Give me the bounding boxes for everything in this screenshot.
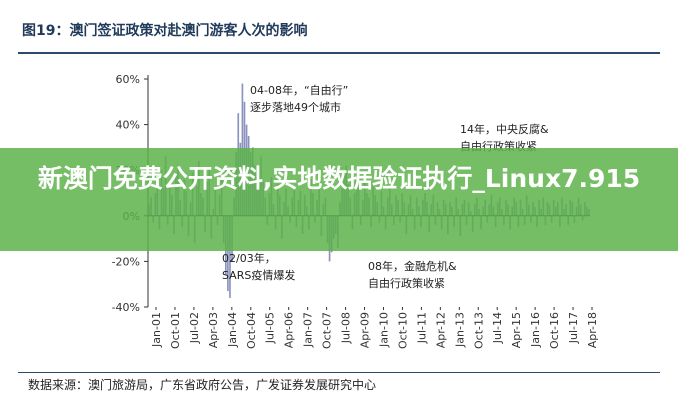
source-note: 数据来源：澳门旅游局，广东省政府公告，广发证券发展研究中心 (28, 378, 377, 392)
x-tick-label: Jul-17 (567, 312, 580, 344)
x-tick-label: Jul-05 (264, 312, 277, 344)
x-tick-label: Apr-09 (359, 312, 372, 348)
x-tick-label: Oct-01 (169, 312, 182, 349)
x-tick-label: Oct-13 (472, 312, 485, 349)
bar (229, 215, 231, 298)
x-tick-label: Apr-18 (586, 312, 599, 348)
annotation-text: 14年，中央反腐& (460, 122, 549, 136)
annotation-text: SARS疫情爆发 (222, 268, 295, 282)
x-tick-label: Apr-15 (510, 312, 523, 348)
x-tick-label: Oct-10 (396, 312, 409, 349)
x-tick-label: Jan-07 (302, 312, 315, 348)
figure-header: 图19：澳门签证政策对赴澳门游客人次的影响 (18, 8, 660, 54)
headline-banner: 新澳门免费公开资料,实地数据验证执行_Linux7.915 (0, 148, 678, 251)
y-tick-label: 40% (116, 119, 140, 132)
headline-text: 新澳门免费公开资料,实地数据验证执行_Linux7.915 (37, 164, 641, 193)
x-tick-label: Jan-16 (529, 312, 542, 348)
y-tick-label: -40% (112, 301, 140, 314)
y-tick-label: -20% (112, 255, 140, 268)
x-tick-label: Jul-02 (188, 312, 201, 344)
annotation-text: 08年，金融危机& (368, 259, 457, 273)
annotation-text: 02/03年， (222, 251, 276, 265)
annotation-text: 自由行政策收紧 (368, 276, 445, 290)
x-tick-label: Jul-14 (491, 312, 504, 344)
footer-rule (18, 372, 660, 373)
x-tick-label: Oct-16 (548, 312, 561, 349)
x-tick-label: Oct-04 (245, 312, 258, 349)
annotation-text: 04-08年，“自由行” (250, 83, 348, 97)
x-tick-label: Jan-13 (453, 312, 466, 348)
figure-title: 图19：澳门签证政策对赴澳门游客人次的影响 (22, 23, 308, 39)
x-tick-label: Apr-06 (283, 312, 296, 348)
x-tick-label: Jul-08 (340, 312, 353, 344)
x-tick-label: Jan-10 (377, 312, 390, 348)
annotation-text: 逐步落地49个城市 (250, 100, 341, 114)
y-tick-label: 60% (116, 73, 140, 86)
x-tick-label: Jul-11 (415, 312, 428, 344)
x-tick-label: Apr-12 (434, 312, 447, 348)
x-tick-label: Oct-07 (321, 312, 334, 349)
x-tick-label: Jan-01 (150, 312, 163, 348)
x-tick-label: Jan-04 (226, 312, 239, 348)
title-rule (18, 52, 660, 54)
bar (227, 215, 229, 292)
x-tick-label: Apr-03 (207, 312, 220, 348)
